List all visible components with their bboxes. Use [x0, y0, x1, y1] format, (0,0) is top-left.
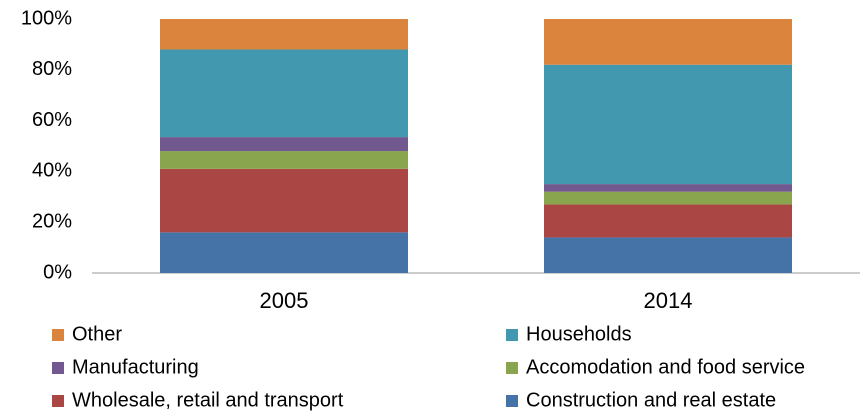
legend-swatch [506, 395, 518, 407]
bar-segment [160, 232, 408, 273]
bar-segment [160, 151, 408, 169]
y-tick-label: 100% [21, 7, 72, 29]
y-tick-label: 80% [32, 58, 72, 80]
bar-segment [544, 237, 792, 273]
bar-segment [544, 191, 792, 205]
legend-label: Accomodation and food service [526, 356, 805, 378]
legend-label: Wholesale, retail and transport [72, 389, 344, 411]
x-tick-label: 2005 [260, 288, 309, 313]
legend-label: Other [72, 323, 122, 345]
y-tick-label: 0% [43, 261, 72, 283]
bar-segment [160, 137, 408, 152]
y-tick-label: 20% [32, 210, 72, 232]
bar-segment [544, 64, 792, 185]
y-tick-label: 40% [32, 160, 72, 182]
legend-label: Construction and real estate [526, 389, 776, 411]
y-tick-label: 60% [32, 109, 72, 131]
legend-swatch [506, 329, 518, 341]
legend-swatch [52, 395, 64, 407]
bar-segment [160, 19, 408, 50]
bar-segment [544, 204, 792, 238]
bar-segment [160, 168, 408, 233]
legend-swatch [506, 362, 518, 374]
legend-swatch [52, 362, 64, 374]
legend-label: Households [526, 323, 632, 345]
bar-segment [544, 19, 792, 65]
legend-swatch [52, 329, 64, 341]
bar-segment [544, 184, 792, 192]
x-tick-label: 2014 [644, 288, 693, 313]
legend-label: Manufacturing [72, 356, 199, 378]
bar-segment [160, 49, 408, 138]
